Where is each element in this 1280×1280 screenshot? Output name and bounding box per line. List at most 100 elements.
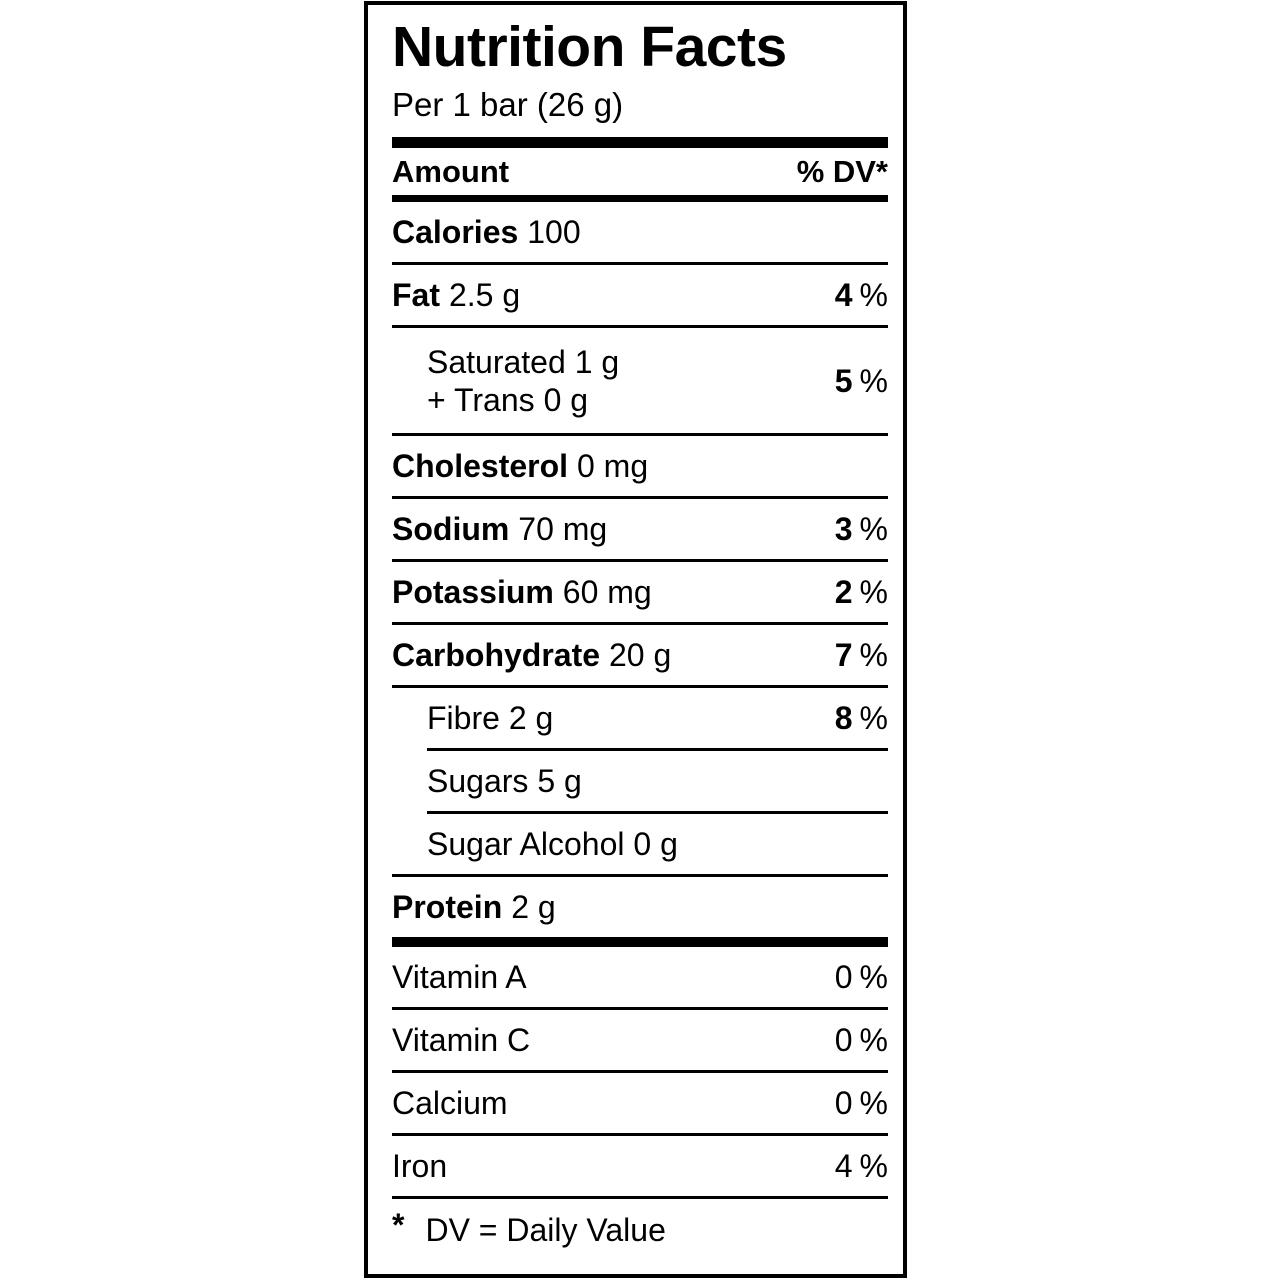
nutrition-facts-label: Nutrition Facts Per 1 bar (26 g) Amount … — [364, 1, 907, 1278]
nutrient-cell: Protein 2 g — [392, 888, 556, 926]
percent-sign: % — [859, 574, 888, 611]
nutrient-cell: Fibre 2 g — [392, 699, 553, 737]
percent-sign: % — [859, 1148, 888, 1185]
nutrient-row: Carbohydrate 20 g 7% — [392, 622, 888, 685]
daily-value-cell: 4% — [825, 1147, 888, 1185]
nutrient-amount: 20 g — [609, 637, 672, 674]
nutrient-cell: Sugars 5 g — [427, 762, 582, 800]
nutrient-name: Potassium — [392, 574, 554, 611]
serving-size: Per 1 bar (26 g) — [392, 85, 624, 123]
nutrient-cell: Potassium 60 mg — [392, 573, 652, 611]
nutrient-row: Saturated 1 g + Trans 0 g 5% — [392, 325, 888, 433]
nutrient-amount: 70 mg — [518, 511, 608, 548]
nutrient-row: Sugar Alcohol 0 g — [427, 811, 888, 874]
nutrient-name: Saturated — [427, 343, 566, 380]
column-header-row: Amount % DV* — [392, 148, 888, 203]
nutrient-name: Calories — [392, 214, 519, 251]
nutrient-name: Cholesterol — [392, 448, 569, 485]
nutrient-amount: 100 — [527, 214, 581, 251]
nutrient-row: Vitamin C 0% — [392, 1007, 888, 1070]
footnote: * DV = Daily Value — [392, 1196, 888, 1261]
nutrient-row: Sodium 70 mg 3% — [392, 496, 888, 559]
nutrient-cell: Sodium 70 mg — [392, 510, 607, 548]
daily-value-number: 8 — [834, 700, 853, 737]
nutrient-name-2: + Trans — [427, 381, 535, 418]
nutrient-name: Fibre — [427, 700, 500, 737]
daily-value-cell: 7% — [825, 636, 888, 674]
daily-value-cell: 5% — [825, 362, 888, 400]
nutrient-row: Iron 4% — [392, 1133, 888, 1196]
nutrient-amount: 2.5 g — [448, 277, 521, 314]
nutrient-name: Vitamin C — [392, 1022, 531, 1059]
nutrient-cell: Cholesterol 0 mg — [392, 447, 648, 485]
nutrient-amount: 2 g — [511, 889, 556, 926]
daily-value-cell: 0% — [825, 1084, 888, 1122]
top-thick-divider — [392, 137, 888, 149]
column-header-amount: Amount — [392, 153, 510, 189]
footnote-text: DV = Daily Value — [425, 1211, 666, 1248]
nutrient-amount: 5 g — [537, 763, 582, 800]
footnote-asterisk: * — [392, 1206, 405, 1243]
nutrient-name: Sugar Alcohol — [427, 826, 625, 863]
percent-sign: % — [859, 277, 888, 314]
nutrient-cell: Iron — [392, 1147, 447, 1185]
percent-sign: % — [859, 1085, 888, 1122]
vitamin-rows-section: Vitamin A 0% Vitamin C 0% Calcium — [392, 947, 888, 1196]
nutrient-cell: Sugar Alcohol 0 g — [427, 825, 678, 863]
nutrient-row: Potassium 60 mg 2% — [392, 559, 888, 622]
nutrient-name: Carbohydrate — [392, 637, 601, 674]
daily-value-number: 0 — [834, 1022, 853, 1059]
daily-value-number: 4 — [834, 1148, 853, 1185]
nutrient-amount: 60 mg — [562, 574, 652, 611]
daily-value-number: 0 — [834, 1085, 853, 1122]
nutrient-name: Iron — [392, 1148, 448, 1185]
percent-sign: % — [859, 362, 888, 399]
nutrient-row: Cholesterol 0 mg — [392, 433, 888, 496]
nutrient-cell: Carbohydrate 20 g — [392, 636, 671, 674]
nutrient-name: Sugars — [427, 763, 529, 800]
daily-value-number: 2 — [834, 574, 853, 611]
percent-sign: % — [859, 1022, 888, 1059]
nutrient-row: Calcium 0% — [392, 1070, 888, 1133]
nutrient-name: Fat — [392, 277, 440, 314]
daily-value-cell: 4% — [825, 276, 888, 314]
nutrient-rows-section: Calories 100 Fat 2.5 g 4% Saturated 1 g — [392, 202, 888, 937]
daily-value-number: 5 — [834, 362, 853, 399]
nutrient-name: Vitamin A — [392, 959, 527, 996]
percent-sign: % — [859, 700, 888, 737]
nutrient-row: Calories 100 — [392, 202, 888, 262]
nutrient-amount: 0 g — [633, 826, 678, 863]
nutrient-amount-2: 0 g — [543, 381, 589, 418]
nutrient-row: Sugars 5 g — [427, 748, 888, 811]
nutrient-cell: Fat 2.5 g — [392, 276, 520, 314]
nutrient-cell: Calories 100 — [392, 213, 581, 251]
nutrient-amount: 2 g — [508, 700, 554, 737]
daily-value-cell: 0% — [825, 958, 888, 996]
daily-value-number: 7 — [834, 637, 853, 674]
nutrient-cell: Vitamin C — [392, 1021, 530, 1059]
column-header-dv: % DV* — [796, 153, 888, 189]
nutrient-cell: Calcium — [392, 1084, 508, 1122]
nutrient-cell: Vitamin A — [392, 958, 527, 996]
nutrient-name: Protein — [392, 889, 503, 926]
daily-value-number: 0 — [834, 959, 853, 996]
daily-value-number: 4 — [834, 277, 853, 314]
daily-value-cell: 3% — [825, 510, 888, 548]
daily-value-cell: 8% — [825, 699, 888, 737]
percent-sign: % — [859, 511, 888, 548]
daily-value-cell: 2% — [825, 573, 888, 611]
nutrient-name: Sodium — [392, 511, 510, 548]
vitamins-thick-divider — [392, 937, 888, 948]
nutrient-amount: 0 mg — [576, 448, 649, 485]
nutrient-name: Calcium — [392, 1085, 508, 1122]
daily-value-cell: 0% — [825, 1021, 888, 1059]
nutrient-amount: 1 g — [574, 343, 620, 380]
nutrient-row: Fibre 2 g 8% — [392, 685, 888, 748]
nutrient-row: Vitamin A 0% — [392, 947, 888, 1007]
nutrient-cell: Saturated 1 g + Trans 0 g — [392, 343, 619, 420]
percent-sign: % — [859, 637, 888, 674]
percent-sign: % — [859, 959, 888, 996]
daily-value-number: 3 — [834, 511, 853, 548]
label-title: Nutrition Facts — [392, 15, 787, 79]
